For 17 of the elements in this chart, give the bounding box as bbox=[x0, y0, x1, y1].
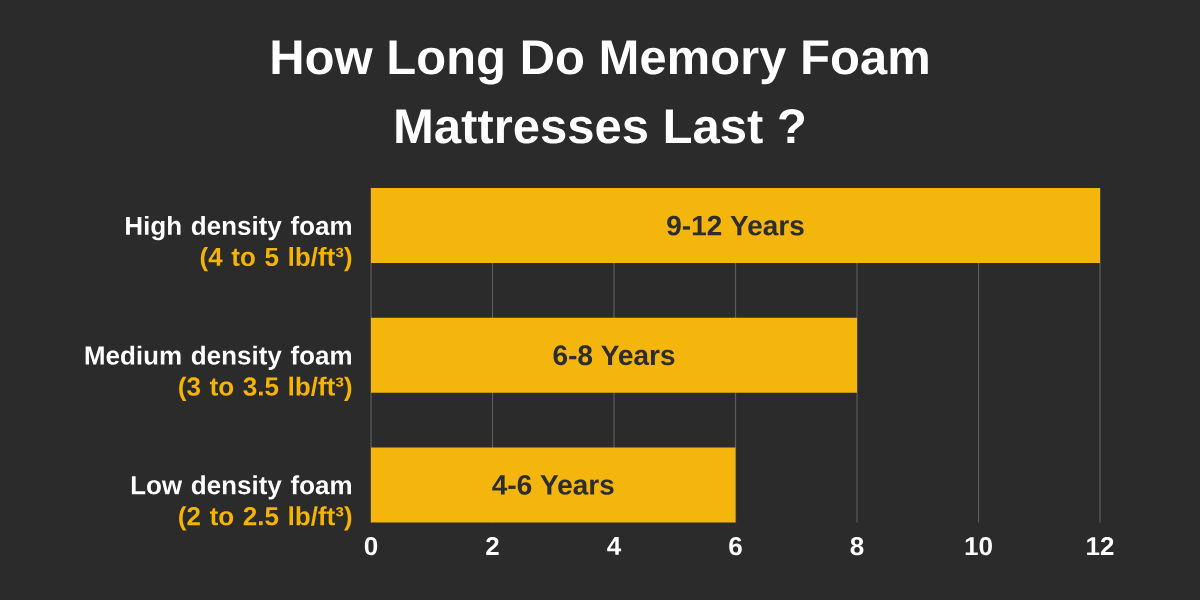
bar bbox=[371, 317, 858, 393]
x-tick-label: 6 bbox=[729, 536, 742, 556]
x-tick-label: 0 bbox=[364, 536, 378, 556]
y-tick-label: Low density foam (2 to 2.5 lb/ft³) bbox=[131, 475, 352, 531]
x-tick-label: 4 bbox=[607, 536, 622, 555]
x-tick-label: 2 bbox=[486, 536, 499, 556]
y-tick-label: Medium density foam (3 to 3.5 lb/ft³) bbox=[85, 345, 352, 401]
bar bbox=[371, 447, 736, 523]
bar bbox=[371, 188, 1101, 264]
data-label: 9-12 Years bbox=[667, 215, 804, 236]
data-label: 4-6 Years bbox=[492, 474, 614, 495]
x-tick-label: 10 bbox=[965, 536, 992, 556]
y-tick-label: High density foam (4 to 5 lb/ft³) bbox=[126, 216, 352, 272]
data-label: 6-8 Years bbox=[553, 345, 675, 366]
chart-title: How Long Do Memory Foam Mattresses Last ? bbox=[272, 40, 928, 144]
x-tick-label: 8 bbox=[850, 536, 864, 556]
x-tick-label: 12 bbox=[1087, 536, 1114, 556]
